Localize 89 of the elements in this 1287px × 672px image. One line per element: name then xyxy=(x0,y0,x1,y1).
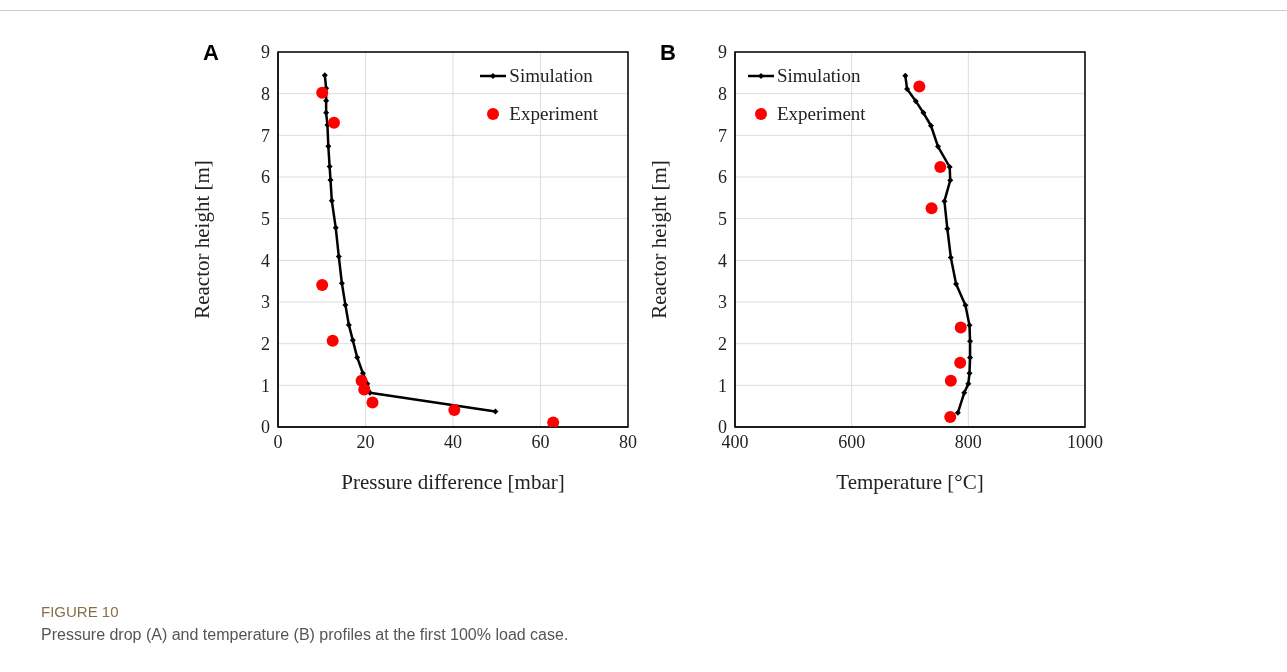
y-tick-label: 5 xyxy=(261,209,270,230)
x-tick-label: 800 xyxy=(954,431,982,452)
legend-label: Simulation xyxy=(509,65,593,87)
y-tick-label: 8 xyxy=(261,84,270,105)
y-tick-label: 0 xyxy=(718,417,727,438)
point xyxy=(358,383,371,396)
point xyxy=(321,72,328,79)
point xyxy=(928,122,934,129)
point xyxy=(966,370,973,377)
point xyxy=(934,161,947,173)
point xyxy=(328,116,340,129)
point xyxy=(342,301,349,308)
point xyxy=(338,280,345,287)
y-tick-label: 6 xyxy=(718,167,727,188)
point xyxy=(967,354,974,361)
y-tick-label: 7 xyxy=(718,125,727,146)
y-axis-title: Reactor height [m] xyxy=(190,160,215,319)
x-tick-label: 40 xyxy=(444,431,462,452)
point xyxy=(325,143,332,150)
x-axis-title: Pressure difference [mbar] xyxy=(341,470,565,494)
point xyxy=(966,322,973,329)
point xyxy=(354,354,361,361)
text: Pressure drop (A) and temperature (B) profiles at the first 100% load case. xyxy=(41,626,569,644)
point xyxy=(944,374,957,387)
x-tick-label: 60 xyxy=(531,431,550,452)
y-tick-label: 3 xyxy=(718,292,727,313)
chart-title: A xyxy=(203,40,219,66)
point xyxy=(902,72,909,79)
point xyxy=(326,163,333,170)
y-tick-label: 4 xyxy=(261,250,270,271)
y-tick-label: 8 xyxy=(718,84,727,105)
y-axis-title: Reactor height [m] xyxy=(647,160,672,319)
point xyxy=(944,411,957,423)
point xyxy=(954,356,967,369)
y-tick-label: 9 xyxy=(718,42,727,63)
legend-label: Experiment xyxy=(777,103,866,125)
y-tick-label: 3 xyxy=(261,292,270,313)
x-tick-label: 600 xyxy=(838,431,866,452)
legend-label: Experiment xyxy=(509,103,598,125)
point xyxy=(323,109,330,116)
point xyxy=(448,403,461,416)
y-tick-label: 4 xyxy=(718,250,727,271)
x-axis-title: Temperature [°C] xyxy=(836,470,984,494)
y-tick-label: 1 xyxy=(261,375,270,396)
point xyxy=(947,254,954,261)
point xyxy=(328,197,335,204)
point xyxy=(316,86,329,99)
x-tick-label: 20 xyxy=(356,431,375,452)
y-tick-label: 7 xyxy=(261,125,270,146)
point xyxy=(904,86,911,93)
point xyxy=(946,164,953,170)
point xyxy=(323,97,330,104)
point xyxy=(961,389,968,396)
y-tick-label: 2 xyxy=(718,334,727,355)
point xyxy=(349,337,356,344)
point xyxy=(492,408,499,415)
point xyxy=(954,409,961,416)
legend-label: Simulation xyxy=(777,65,861,87)
point xyxy=(345,321,352,328)
point xyxy=(965,380,972,387)
x-tick-label: 1000 xyxy=(1067,431,1103,452)
point xyxy=(947,177,954,184)
point xyxy=(332,224,339,231)
point xyxy=(962,302,969,309)
x-tick-label: 80 xyxy=(619,431,637,452)
point xyxy=(925,202,938,215)
y-tick-label: 2 xyxy=(261,334,270,355)
y-tick-label: 1 xyxy=(718,375,727,396)
caption: FIGURE 10 xyxy=(41,603,120,620)
point xyxy=(913,80,926,93)
point xyxy=(326,334,339,347)
point xyxy=(954,321,967,334)
point xyxy=(920,109,927,116)
point xyxy=(941,198,948,205)
point xyxy=(547,416,560,427)
point xyxy=(912,98,919,105)
point xyxy=(335,253,342,260)
point xyxy=(944,225,951,232)
point xyxy=(953,281,960,288)
point xyxy=(327,176,334,183)
y-tick-label: 5 xyxy=(718,209,727,230)
y-tick-label: 6 xyxy=(261,167,270,188)
point xyxy=(366,396,379,409)
y-tick-label: 9 xyxy=(261,42,270,63)
chart-title: B xyxy=(660,40,676,66)
point xyxy=(967,338,974,345)
point xyxy=(935,143,941,150)
y-tick-label: 0 xyxy=(261,417,270,438)
point xyxy=(316,278,329,291)
